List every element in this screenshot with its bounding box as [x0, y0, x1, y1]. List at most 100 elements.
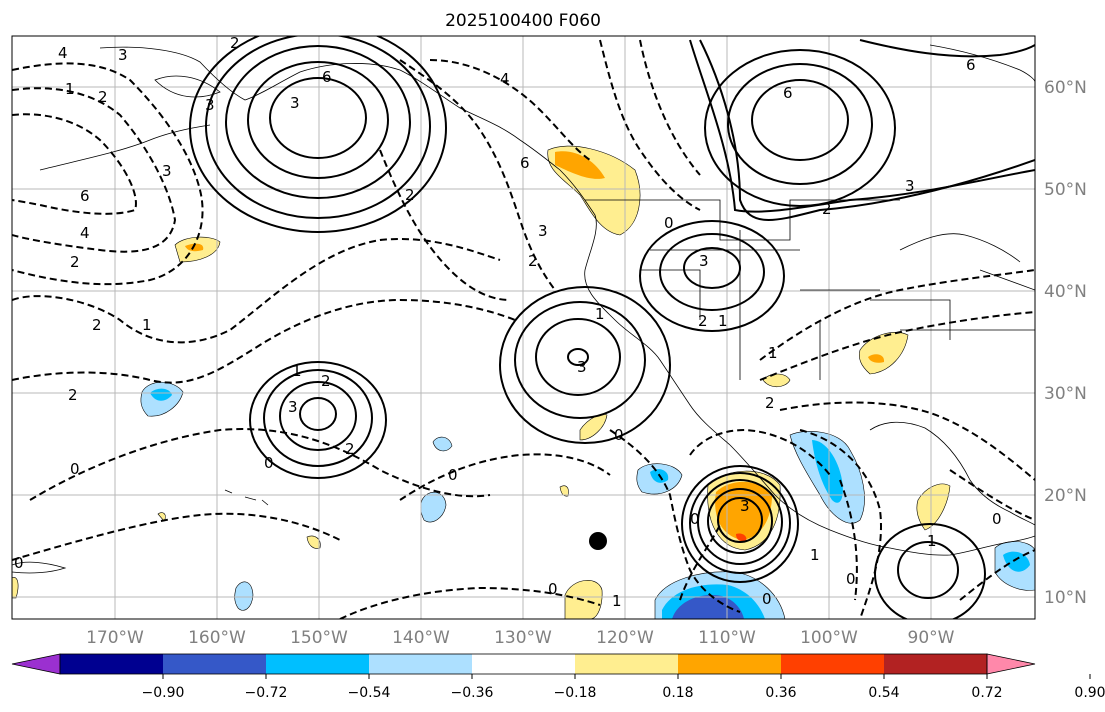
- contour-label: 2: [698, 312, 708, 330]
- shading-positive: [12, 145, 951, 619]
- longitude-labels: 170°W 160°W 150°W 140°W 130°W 120°W 110°…: [86, 628, 955, 648]
- contour-label: 3: [905, 177, 915, 195]
- contour-label: 1: [718, 312, 728, 330]
- contour-label: 0: [448, 466, 458, 484]
- contour-label: 2: [345, 440, 355, 458]
- contour-label: 0: [14, 554, 24, 572]
- lat-label: 30°N: [1044, 384, 1087, 404]
- contour-label: 1: [927, 532, 937, 550]
- contour-label: 6: [322, 68, 332, 86]
- lon-label: 90°W: [908, 628, 955, 648]
- contour-label: 4: [80, 224, 90, 242]
- contour-label: 6: [520, 154, 530, 172]
- contour-label: 3: [740, 497, 750, 515]
- colorbar-tick-label: 0.18: [662, 685, 693, 701]
- colorbar-segment: [266, 654, 370, 674]
- coastlines: [12, 44, 1035, 574]
- lon-label: 100°W: [800, 628, 858, 648]
- contour-label: 6: [966, 56, 976, 74]
- contour-label: 3: [162, 162, 172, 180]
- contour-label: 1: [810, 546, 820, 564]
- lat-label: 20°N: [1044, 486, 1087, 506]
- contour-label: 3: [118, 46, 128, 64]
- lat-label: 40°N: [1044, 282, 1087, 302]
- graticule: [12, 36, 1035, 619]
- colorbar-segment: [163, 654, 267, 674]
- colorbar-segment: [60, 654, 164, 674]
- lat-label: 60°N: [1044, 78, 1087, 98]
- storm-center-marker: [589, 532, 607, 550]
- contour-label: 1: [142, 316, 152, 334]
- lat-label: 10°N: [1044, 588, 1087, 608]
- contour-label: 0: [614, 426, 624, 444]
- colorbar-segment: [678, 654, 782, 674]
- contour-label: 0: [992, 510, 1002, 528]
- contour-label: 2: [405, 186, 415, 204]
- contour-label: 3: [290, 94, 300, 112]
- map-area: 6 3 3 2 6 3 2 3 3 2 2 3 6 3 1 1 1 2 1 4 …: [12, 34, 1035, 619]
- contour-label: 0: [264, 454, 274, 472]
- contour-labels-positive: 6 3 3 2 6 3 2 3 3 2 2 3 6 3 1 1 1 2 1: [205, 34, 976, 550]
- colorbar-tick-label: 0.54: [868, 685, 899, 701]
- contour-label: 1: [292, 362, 302, 380]
- colorbar-extend-left: [11, 653, 61, 675]
- colorbar-segment: [369, 654, 473, 674]
- contour-label: 3: [538, 222, 548, 240]
- contour-label: 2: [70, 253, 80, 271]
- contour-label: 1: [768, 344, 778, 362]
- contour-label: 3: [577, 358, 587, 376]
- contour-labels-negative: 4 3 1 2 6 4 3 1 2 3 2 2 6 4 2 2 1 2 0 0 …: [14, 44, 1002, 610]
- contour-label: 6: [783, 84, 793, 102]
- contour-label: 6: [80, 187, 90, 205]
- lon-label: 160°W: [188, 628, 246, 648]
- colorbar-tick-label: −0.18: [554, 685, 597, 701]
- map-frame: [11, 35, 1036, 620]
- colorbar-segment: [472, 654, 576, 674]
- lon-label: 120°W: [596, 628, 654, 648]
- contour-label: 2: [321, 372, 331, 390]
- contour-label: 3: [288, 398, 298, 416]
- contour-label: 2: [822, 200, 832, 218]
- colorbar-tick-label: −0.36: [451, 685, 494, 701]
- contour-label: 2: [230, 34, 240, 52]
- contour-label: 1: [595, 305, 605, 323]
- colorbar-extend-right: [986, 653, 1036, 675]
- contour-label: 0: [70, 460, 80, 478]
- contour-label: 0: [548, 580, 558, 598]
- contours-negative: [12, 39, 1035, 619]
- colorbar-tick-label: −0.90: [142, 685, 185, 701]
- contour-label: 3: [699, 252, 709, 270]
- contour-label: 0: [690, 510, 700, 528]
- contour-label: 1: [612, 592, 622, 610]
- lat-label: 50°N: [1044, 180, 1087, 200]
- contour-label: 1: [65, 80, 75, 98]
- colorbar-tick-label: 0.90: [1074, 685, 1105, 701]
- shading-negative: [140, 381, 1035, 619]
- contour-label: 2: [92, 316, 102, 334]
- latitude-labels: 60°N 50°N 40°N 30°N 20°N 10°N: [1044, 78, 1087, 608]
- colorbar-tick-label: 0.72: [971, 685, 1002, 701]
- contour-label: 2: [765, 394, 775, 412]
- colorbar: −0.90 −0.72 −0.54 −0.36 −0.18 0.18 0.36 0.54 0.7…: [11, 653, 1105, 701]
- map-title: 2025100400 F060: [445, 11, 601, 31]
- colorbar-segment: [575, 654, 679, 674]
- contour-label: 4: [58, 44, 68, 62]
- contour-label: 2: [98, 88, 108, 106]
- contour-label: 4: [500, 70, 510, 88]
- contour-label: 0: [846, 570, 856, 588]
- contour-label: 0: [762, 590, 772, 608]
- colorbar-segment: [884, 654, 988, 674]
- contour-label: 3: [205, 96, 215, 114]
- lon-label: 150°W: [290, 628, 348, 648]
- colorbar-tick-label: −0.54: [348, 685, 391, 701]
- contour-label: 2: [528, 252, 538, 270]
- lon-label: 170°W: [86, 628, 144, 648]
- contours-positive: [189, 36, 1035, 619]
- colorbar-frame: [59, 653, 988, 675]
- contour-label: 0: [664, 214, 674, 232]
- colorbar-tick-label: 0.36: [765, 685, 796, 701]
- contour-label: 2: [68, 386, 78, 404]
- colorbar-tick-label: −0.72: [245, 685, 288, 701]
- lon-label: 130°W: [494, 628, 552, 648]
